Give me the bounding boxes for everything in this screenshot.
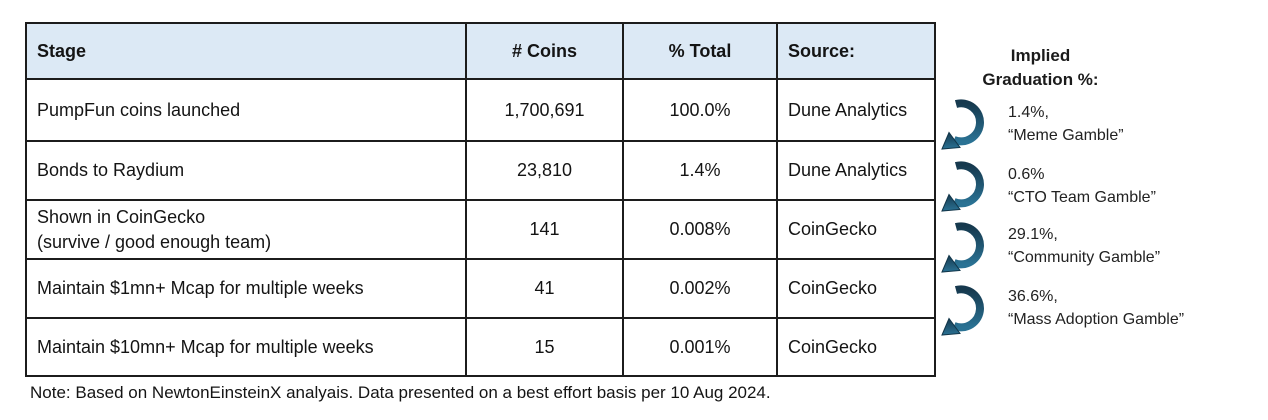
- footnote: Note: Based on NewtonEinsteinX analyais.…: [30, 383, 771, 402]
- stage-cell: Maintain $1mn+ Mcap for multiple weeks: [25, 258, 467, 319]
- curved-arrow-icon: [941, 161, 984, 212]
- pct-cell: 100.0%: [622, 78, 778, 142]
- stage-line-2: (survive / good enough team): [37, 231, 272, 252]
- heading-line-1: Implied: [1010, 46, 1071, 65]
- graduation-funnel-table: Stage # Coins % Total Source: PumpFun co…: [25, 22, 936, 377]
- annotation-pct: 1.4%,: [1008, 104, 1049, 121]
- column-header-stage: Stage: [25, 22, 467, 80]
- implied-graduation-heading: Implied Graduation %:: [948, 44, 1133, 92]
- table-row: Shown in CoinGecko (survive / good enoug…: [25, 199, 936, 260]
- coins-cell: 23,810: [465, 140, 624, 201]
- annotation-label: “Meme Gamble”: [1008, 127, 1124, 145]
- stage-cell: PumpFun coins launched: [25, 78, 467, 142]
- annotation-community-gamble: 29.1%, “Community Gamble”: [1008, 223, 1258, 269]
- column-header-coins: # Coins: [465, 22, 624, 80]
- pct-cell: 0.002%: [622, 258, 778, 319]
- column-header-source: Source:: [776, 22, 936, 80]
- annotation-label: “CTO Team Gamble”: [1008, 189, 1156, 207]
- annotation-pct: 0.6%: [1008, 166, 1045, 183]
- annotation-mass-adoption-gamble: 36.6%, “Mass Adoption Gamble”: [1008, 285, 1258, 331]
- source-cell: CoinGecko: [776, 317, 936, 377]
- stage-cell: Maintain $10mn+ Mcap for multiple weeks: [25, 317, 467, 377]
- annotation-pct: 36.6%,: [1008, 288, 1058, 305]
- table-row: Bonds to Raydium 23,810 1.4% Dune Analyt…: [25, 140, 936, 201]
- stage-cell: Shown in CoinGecko (survive / good enoug…: [25, 199, 467, 260]
- column-header-pct: % Total: [622, 22, 778, 80]
- coins-cell: 15: [465, 317, 624, 377]
- source-cell: CoinGecko: [776, 258, 936, 319]
- curved-arrow-icon: [941, 99, 984, 150]
- table-row: PumpFun coins launched 1,700,691 100.0% …: [25, 78, 936, 142]
- annotation-meme-gamble: 1.4%, “Meme Gamble”: [1008, 101, 1258, 147]
- pct-cell: 0.001%: [622, 317, 778, 377]
- annotation-cto-team-gamble: 0.6% “CTO Team Gamble”: [1008, 163, 1258, 209]
- source-cell: CoinGecko: [776, 199, 936, 260]
- pct-cell: 0.008%: [622, 199, 778, 260]
- annotation-pct: 29.1%,: [1008, 226, 1058, 243]
- annotation-label: “Mass Adoption Gamble”: [1008, 311, 1185, 329]
- annotation-label: “Community Gamble”: [1008, 249, 1161, 267]
- curved-arrow-icon: [941, 285, 984, 336]
- table-row: Maintain $10mn+ Mcap for multiple weeks …: [25, 317, 936, 377]
- stage-cell: Bonds to Raydium: [25, 140, 467, 201]
- source-cell: Dune Analytics: [776, 140, 936, 201]
- source-cell: Dune Analytics: [776, 78, 936, 142]
- coins-cell: 41: [465, 258, 624, 319]
- table-header-row: Stage # Coins % Total Source:: [25, 22, 936, 80]
- coins-cell: 1,700,691: [465, 78, 624, 142]
- pct-cell: 1.4%: [622, 140, 778, 201]
- heading-line-2: Graduation %:: [982, 69, 1099, 89]
- coins-cell: 141: [465, 199, 624, 260]
- curved-arrow-icon: [941, 222, 984, 273]
- table-row: Maintain $1mn+ Mcap for multiple weeks 4…: [25, 258, 936, 319]
- stage-line-1: Shown in CoinGecko: [37, 207, 206, 228]
